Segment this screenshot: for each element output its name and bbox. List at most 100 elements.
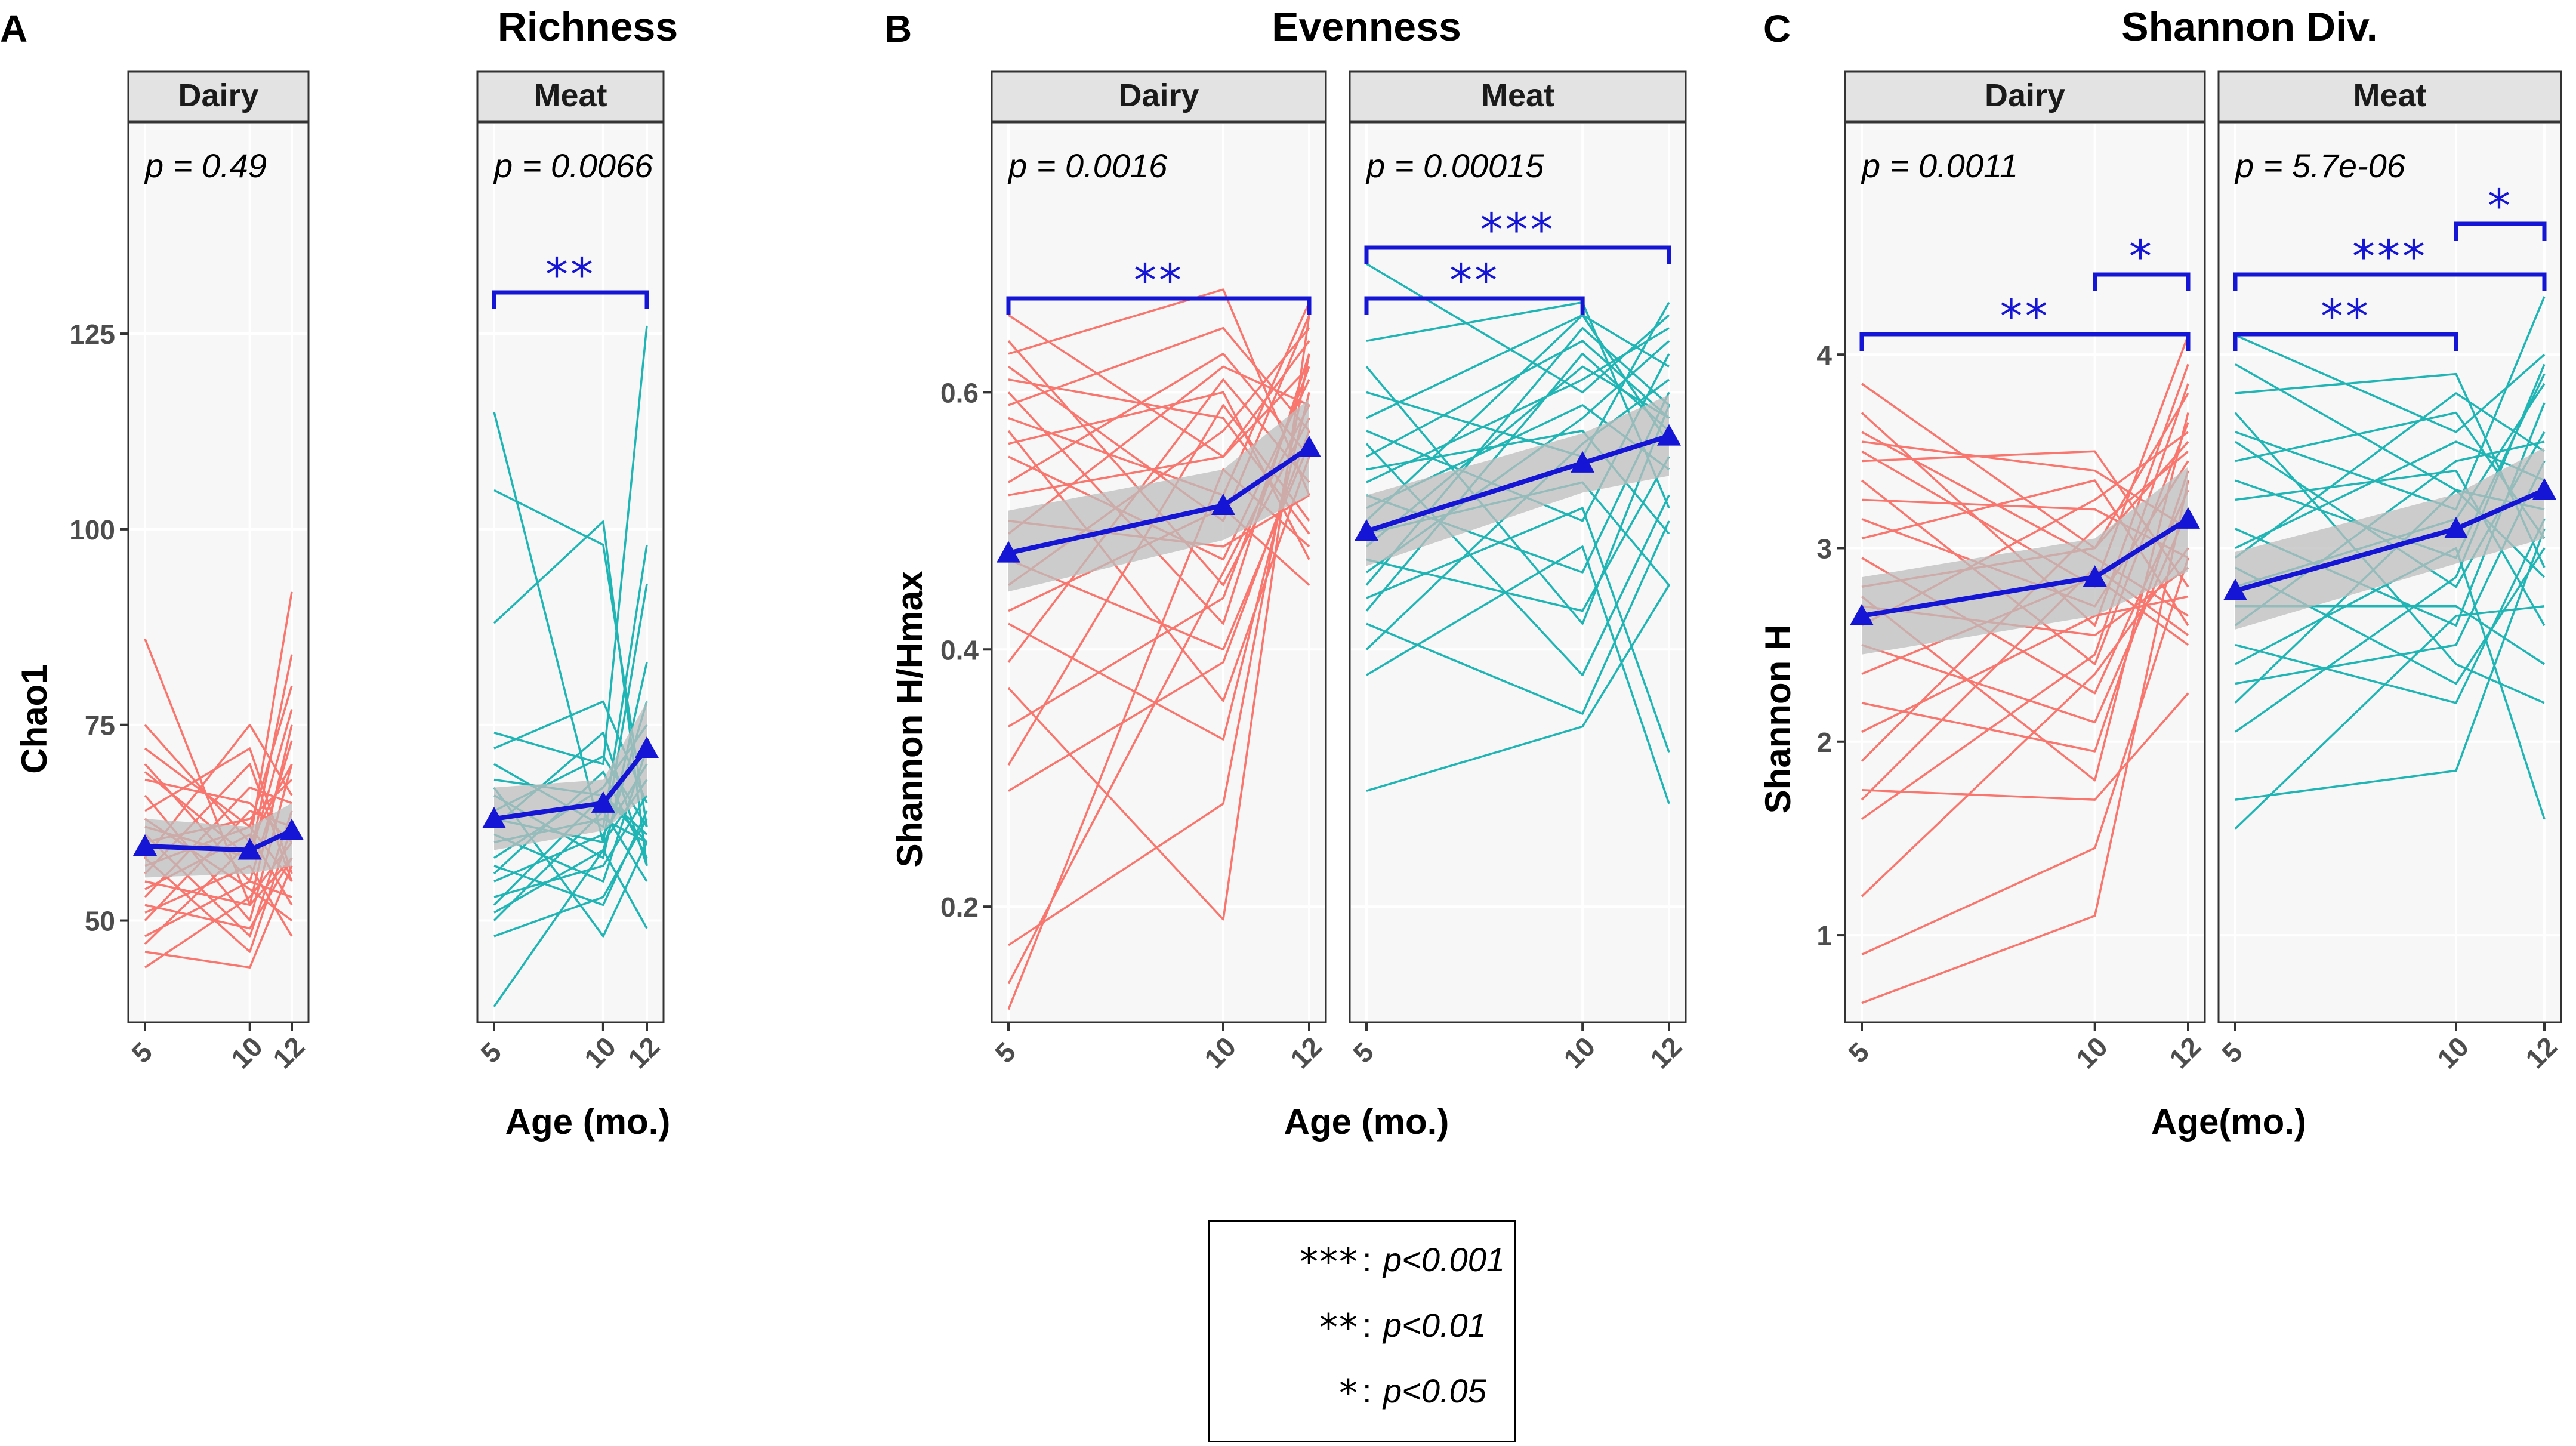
y-tick-label: 4 bbox=[1816, 340, 1832, 371]
y-tick-label: 100 bbox=[69, 514, 115, 545]
confidence-band bbox=[1862, 467, 2188, 655]
facet-strip-label: Meat bbox=[533, 78, 607, 113]
confidence-band bbox=[1366, 394, 1669, 566]
panel-letter: C bbox=[1763, 7, 1791, 50]
subject-line bbox=[144, 880, 292, 938]
legend-colon: : bbox=[1362, 1372, 1372, 1410]
mean-point bbox=[2532, 478, 2556, 500]
x-tick-label: 5 bbox=[989, 1036, 1022, 1069]
x-axis-label: Age (mo.) bbox=[1284, 1102, 1449, 1142]
subject-line bbox=[1008, 340, 1310, 497]
y-tick-label: 0.6 bbox=[940, 377, 979, 408]
y-tick-label: 0.2 bbox=[940, 892, 979, 923]
significance-bracket bbox=[1364, 245, 1671, 264]
panel-letter: B bbox=[884, 7, 912, 50]
facet-strip bbox=[1349, 70, 1687, 122]
subject-line bbox=[1366, 456, 1670, 612]
mean-point bbox=[2176, 507, 2200, 529]
x-tick-label: 5 bbox=[1842, 1036, 1875, 1069]
significance-bracket bbox=[2454, 221, 2547, 241]
p-value-text: p = 0.0016 bbox=[1007, 147, 1168, 184]
x-axis-label: Age(mo.) bbox=[2151, 1102, 2306, 1142]
subject-line bbox=[2234, 392, 2545, 559]
legend-stars: ** bbox=[1319, 1306, 1359, 1349]
significance-stars: ** bbox=[1449, 254, 1500, 307]
y-axis-label: Chao1 bbox=[14, 664, 54, 773]
legend-row-p05: * : p<0.05 bbox=[1210, 1371, 1514, 1431]
facet-strip bbox=[476, 70, 665, 122]
panel-title: Richness bbox=[498, 4, 678, 50]
mean-point bbox=[482, 807, 506, 829]
legend-stars: * bbox=[1339, 1371, 1359, 1415]
subject-line bbox=[2234, 412, 2545, 704]
mean-point bbox=[1211, 493, 1235, 515]
x-tick-label: 10 bbox=[578, 1031, 622, 1074]
mean-point bbox=[997, 541, 1020, 563]
mean-point bbox=[2083, 565, 2107, 587]
legend-label: p<0.001 bbox=[1383, 1241, 1505, 1278]
subject-line bbox=[144, 865, 293, 969]
significance-bracket bbox=[2233, 272, 2547, 291]
x-tick-label: 12 bbox=[622, 1031, 665, 1074]
significance-stars: * bbox=[2488, 179, 2513, 232]
p-value-text: p = 5.7e-06 bbox=[2234, 147, 2406, 184]
significance-stars: ** bbox=[2321, 289, 2371, 343]
significance-stars: ** bbox=[545, 248, 596, 301]
facet-dairy: Dairy p = 0.0016 ** 5 10 12 bbox=[989, 70, 1328, 1074]
x-tick-label: 10 bbox=[2431, 1031, 2475, 1074]
x-tick-label: 5 bbox=[1347, 1036, 1380, 1069]
significance-stars: ** bbox=[2000, 289, 2050, 343]
mean-point bbox=[2223, 578, 2247, 600]
subject-line bbox=[1861, 480, 2189, 1004]
x-tick-label: 12 bbox=[1644, 1031, 1687, 1074]
significance-bracket bbox=[2093, 272, 2191, 291]
subject-line bbox=[1366, 507, 1670, 753]
mean-point bbox=[1571, 451, 1595, 473]
subject-line bbox=[1861, 363, 2189, 627]
y-tick-label: 1 bbox=[1816, 920, 1832, 951]
subject-line bbox=[1366, 263, 1670, 394]
facet-meat: Meat p = 0.0066 ** 5 10 12 bbox=[474, 70, 665, 1074]
mean-point bbox=[635, 736, 659, 759]
significance-stars: *** bbox=[2352, 230, 2427, 283]
subject-line bbox=[1861, 692, 2189, 801]
mean-point bbox=[2444, 517, 2468, 539]
significance-stars: ** bbox=[1134, 254, 1184, 307]
panel-letter: A bbox=[0, 7, 27, 50]
subject-line bbox=[144, 724, 293, 907]
y-axis-label: Shannon H/Hmax bbox=[890, 571, 930, 868]
x-tick-label: 5 bbox=[125, 1036, 158, 1069]
panel-b: B Evenness Shannon H/Hmax Age (mo.) 0.2 0.4 0.… bbox=[884, 4, 1687, 1142]
subject-line bbox=[2234, 489, 2546, 704]
x-tick-label: 10 bbox=[1557, 1031, 1601, 1074]
x-tick-label: 10 bbox=[1198, 1031, 1242, 1074]
x-tick-label: 12 bbox=[2163, 1031, 2207, 1074]
y-tick-label: 50 bbox=[85, 906, 115, 937]
subject-line bbox=[144, 723, 293, 859]
mean-point bbox=[1657, 424, 1681, 446]
subject-line bbox=[1366, 340, 1670, 458]
mean-point bbox=[591, 791, 615, 813]
subject-line bbox=[2235, 519, 2546, 704]
facet-strip-label: Dairy bbox=[178, 78, 258, 113]
facet-strip-label: Dairy bbox=[1985, 78, 2065, 113]
subject-line bbox=[1861, 383, 2189, 820]
subject-line bbox=[2235, 469, 2546, 627]
x-tick-label: 5 bbox=[474, 1036, 507, 1069]
y-tick-label: 125 bbox=[69, 319, 115, 350]
x-tick-label: 12 bbox=[2519, 1031, 2563, 1074]
subject-line bbox=[1008, 353, 1310, 483]
facet-strip bbox=[127, 70, 310, 122]
mean-point bbox=[280, 818, 304, 840]
subject-line bbox=[1366, 430, 1670, 535]
mean-point bbox=[1355, 519, 1378, 541]
subject-line bbox=[144, 857, 293, 930]
confidence-band bbox=[2235, 447, 2544, 630]
p-value-text: p = 0.0011 bbox=[1861, 147, 2018, 184]
legend-row-p01: ** : p<0.01 bbox=[1210, 1306, 1514, 1365]
panel-c: C Shannon Div.Shannon HAge(mo.)1234Dairyp… bbox=[1758, 4, 2563, 1142]
